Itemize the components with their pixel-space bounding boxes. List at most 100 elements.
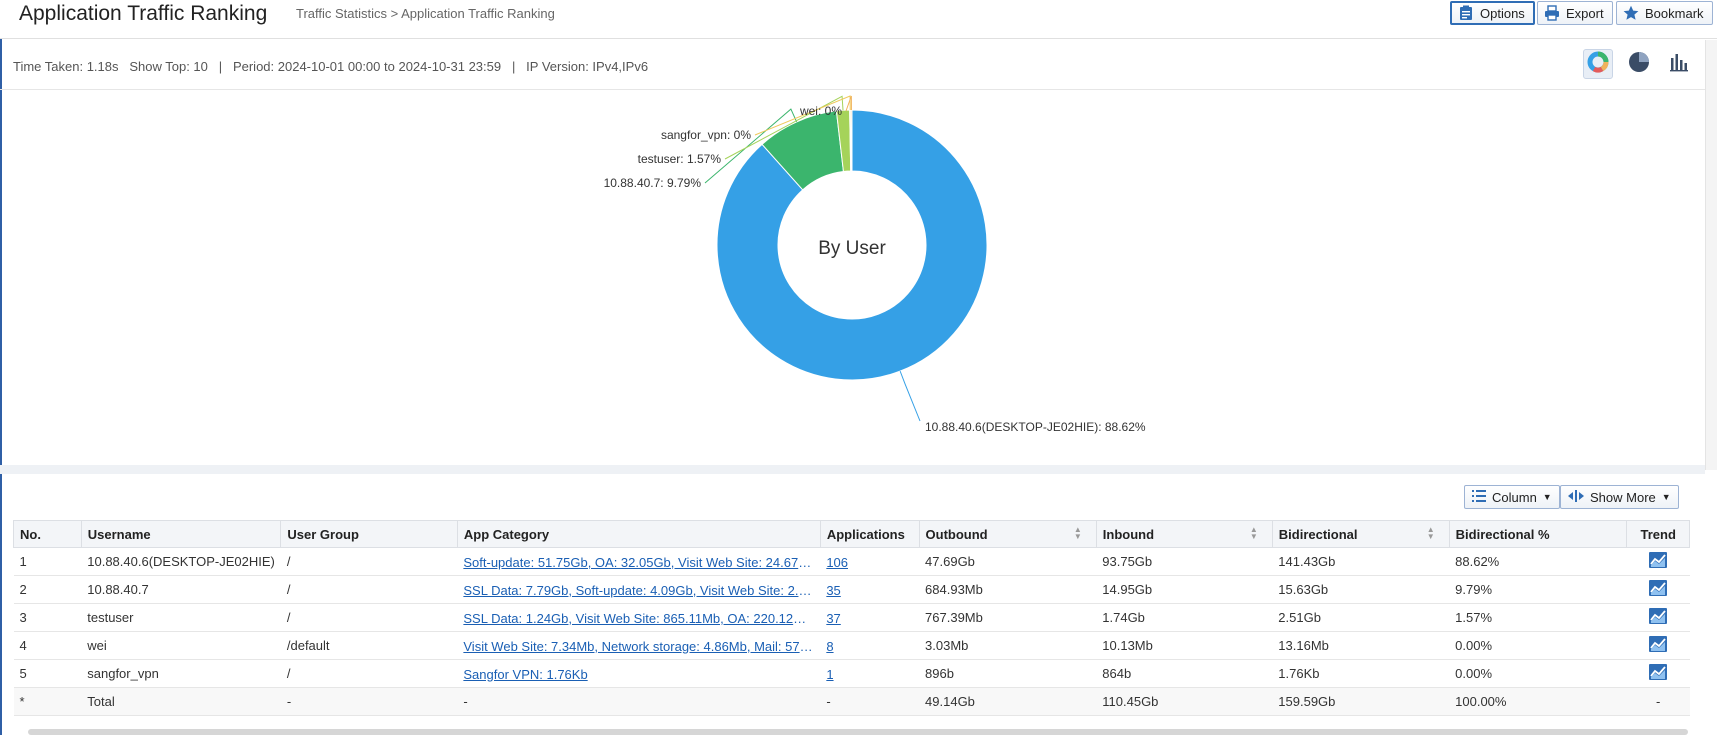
cell-bidirectional: 13.16Mb bbox=[1272, 631, 1450, 660]
cell-inbound: 10.13Mb bbox=[1096, 631, 1273, 660]
export-button[interactable]: Export bbox=[1537, 1, 1613, 25]
slice-leader-line bbox=[899, 370, 921, 422]
sort-icon[interactable]: ▲ ▼ bbox=[1426, 525, 1435, 541]
applications-link[interactable]: 37 bbox=[826, 610, 841, 626]
trend-chart-icon[interactable] bbox=[1649, 636, 1668, 652]
cell-username: 10.88.40.7 bbox=[81, 575, 281, 604]
total-apps: - bbox=[820, 687, 920, 716]
slice-label: 10.88.40.6(DESKTOP-JE02HIE): 88.62% bbox=[925, 420, 1146, 434]
cell-applications: 8 bbox=[820, 631, 920, 660]
slice-leader-line bbox=[704, 108, 798, 184]
donut-chart: 10.88.40.6(DESKTOP-JE02HIE): 88.62% 10.88… bbox=[604, 95, 1146, 434]
bookmark-button[interactable]: Bookmark bbox=[1616, 1, 1713, 25]
pie-chart-icon bbox=[1628, 51, 1650, 78]
cell-applications: 35 bbox=[820, 575, 920, 604]
applications-link[interactable]: 1 bbox=[826, 666, 834, 682]
chart-center-label: By User bbox=[818, 238, 886, 259]
cell-trend bbox=[1626, 631, 1690, 660]
app-category-link[interactable]: SSL Data: 7.79Gb, Soft-update: 4.09Gb, V… bbox=[463, 582, 814, 598]
table-row: 5 sangfor_vpn / Sangfor VPN: 1.76Kb 1 896b 864… bbox=[13, 659, 1690, 688]
column-button[interactable]: Column ▼ bbox=[1464, 485, 1560, 509]
horizontal-scrollbar[interactable] bbox=[28, 729, 1688, 735]
options-button[interactable]: Options bbox=[1450, 1, 1535, 25]
ranking-table: No. Username User Group App Category App… bbox=[13, 520, 1690, 716]
cell-bidirectional-pct: 9.79% bbox=[1449, 575, 1627, 604]
cell-app-category: SSL Data: 7.79Gb, Soft-update: 4.09Gb, V… bbox=[457, 575, 821, 604]
cell-outbound: 896b bbox=[919, 659, 1097, 688]
cell-outbound: 684.93Mb bbox=[919, 575, 1097, 604]
donut-slice[interactable] bbox=[716, 109, 988, 381]
export-label: Export bbox=[1566, 5, 1604, 21]
cell-bidirectional: 1.76Kb bbox=[1272, 659, 1450, 688]
caret-down-icon: ▼ bbox=[1661, 492, 1671, 502]
section-divider bbox=[0, 465, 1705, 474]
cell-user-group: / bbox=[280, 659, 458, 688]
cell-bidirectional: 2.51Gb bbox=[1272, 603, 1450, 632]
outbound-header-label: Outbound bbox=[925, 526, 988, 542]
donut-chart-button[interactable] bbox=[1583, 49, 1613, 79]
col-header-bidirectional[interactable]: Bidirectional ▲ ▼ bbox=[1271, 520, 1450, 548]
cell-applications: 37 bbox=[820, 603, 920, 632]
bar-chart-button[interactable] bbox=[1664, 49, 1694, 79]
app-category-link[interactable]: Visit Web Site: 7.34Mb, Network storage:… bbox=[463, 638, 814, 654]
col-header-app-category: App Category bbox=[456, 520, 821, 548]
vertical-scrollbar[interactable] bbox=[1705, 40, 1717, 470]
inbound-header-label: Inbound bbox=[1102, 526, 1155, 542]
sort-icon[interactable]: ▲ ▼ bbox=[1073, 525, 1082, 541]
total-inbound: 110.45Gb bbox=[1096, 687, 1273, 716]
trend-chart-icon[interactable] bbox=[1649, 552, 1668, 568]
query-info-bar: Time Taken: 1.18s Show Top: 10 | Period:… bbox=[0, 40, 1705, 90]
total-category: - bbox=[457, 687, 821, 716]
star-icon bbox=[1623, 5, 1639, 21]
total-group: - bbox=[280, 687, 458, 716]
list-icon bbox=[1472, 489, 1486, 505]
total-label: Total bbox=[81, 687, 281, 716]
column-label: Column bbox=[1492, 489, 1537, 505]
table-total-row: * Total - - -49.14Gb 110.45Gb 159.59Gb 100.00% - bbox=[13, 687, 1690, 716]
cell-no: 1 bbox=[13, 547, 82, 576]
pie-chart-button[interactable] bbox=[1624, 49, 1654, 79]
applications-link[interactable]: 35 bbox=[826, 582, 841, 598]
app-category-link[interactable]: Sangfor VPN: 1.76Kb bbox=[463, 666, 588, 682]
applications-link[interactable]: 106 bbox=[826, 554, 849, 570]
app-category-link[interactable]: Soft-update: 51.75Gb, OA: 32.05Gb, Visit… bbox=[463, 554, 814, 570]
slice-leader-line bbox=[845, 95, 852, 112]
table-row: 1 10.88.40.6(DESKTOP-JE02HIE) / Soft-update… bbox=[13, 547, 1690, 576]
options-label: Options bbox=[1480, 5, 1525, 21]
cell-user-group: / bbox=[280, 603, 458, 632]
bookmark-label: Bookmark bbox=[1645, 5, 1704, 21]
slice-label: 10.88.40.7: 9.79% bbox=[604, 176, 702, 190]
trend-chart-icon[interactable] bbox=[1649, 608, 1668, 624]
donut-slice[interactable] bbox=[850, 109, 853, 172]
period: Period: 2024-10-01 00:00 to 2024-10-31 2… bbox=[232, 59, 502, 74]
cell-no: 5 bbox=[13, 659, 82, 688]
clipboard-icon bbox=[1458, 5, 1474, 21]
caret-down-icon: ▼ bbox=[1542, 492, 1552, 502]
cell-username: sangfor_vpn bbox=[81, 659, 281, 688]
applications-link[interactable]: 8 bbox=[826, 638, 834, 654]
cell-app-category: Soft-update: 51.75Gb, OA: 32.05Gb, Visit… bbox=[457, 547, 821, 576]
cell-bidirectional: 15.63Gb bbox=[1272, 575, 1450, 604]
show-more-button[interactable]: Show More ▼ bbox=[1560, 485, 1679, 509]
table-header-row: No. Username User Group App Category App… bbox=[13, 520, 1690, 548]
cell-applications: 106 bbox=[820, 547, 920, 576]
trend-chart-icon[interactable] bbox=[1649, 664, 1668, 680]
sort-icon[interactable]: ▲ ▼ bbox=[1249, 525, 1258, 541]
col-header-trend: Trend bbox=[1626, 520, 1690, 548]
col-header-user-group: User Group bbox=[280, 520, 458, 548]
cell-user-group: / bbox=[280, 575, 458, 604]
cell-trend bbox=[1626, 603, 1690, 632]
col-header-outbound[interactable]: Outbound ▲ ▼ bbox=[918, 520, 1097, 548]
cell-bidirectional-pct: 1.57% bbox=[1449, 603, 1627, 632]
printer-icon bbox=[1544, 5, 1560, 21]
slice-label: wei: 0% bbox=[799, 104, 842, 118]
cell-outbound: 767.39Mb bbox=[919, 603, 1097, 632]
cell-trend bbox=[1626, 575, 1690, 604]
app-category-link[interactable]: SSL Data: 1.24Gb, Visit Web Site: 865.11… bbox=[463, 610, 814, 626]
breadcrumb[interactable]: Traffic Statistics > Application Traffic… bbox=[296, 6, 555, 21]
trend-chart-icon[interactable] bbox=[1649, 580, 1668, 596]
col-header-inbound[interactable]: Inbound ▲ ▼ bbox=[1095, 520, 1273, 548]
bar-chart-icon bbox=[1669, 52, 1689, 77]
table-row: 2 10.88.40.7/ SSL Data: 7.79Gb, Soft-updat… bbox=[13, 575, 1690, 604]
